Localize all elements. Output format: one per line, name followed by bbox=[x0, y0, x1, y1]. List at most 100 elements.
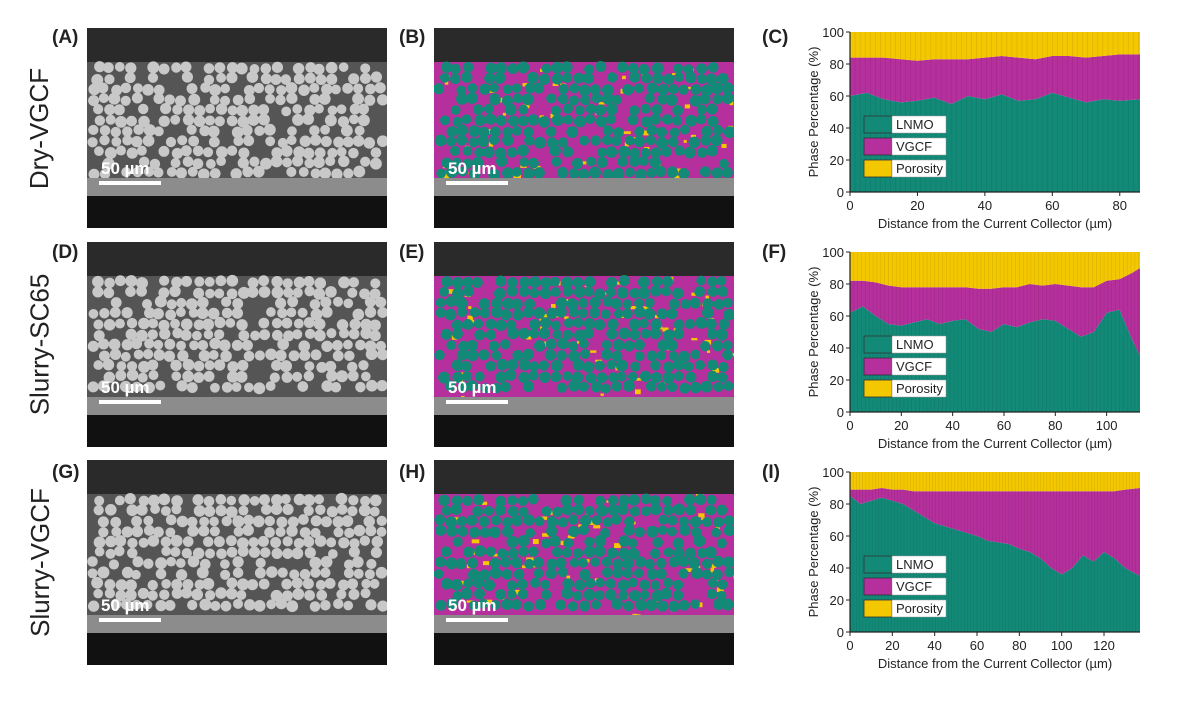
legend-swatch-lnmo bbox=[863, 335, 893, 354]
x-tick-label: 0 bbox=[846, 418, 853, 433]
y-tick-label: 0 bbox=[837, 185, 844, 200]
legend-swatch-porosity bbox=[863, 599, 893, 618]
x-tick-label: 20 bbox=[910, 198, 924, 213]
scale-bar-label: 50 µm bbox=[448, 378, 497, 397]
x-axis-label: Distance from the Current Collector (µm) bbox=[878, 216, 1112, 231]
legend-label-lnmo: LNMO bbox=[896, 557, 934, 572]
scale-bar-label: 50 µm bbox=[448, 596, 497, 615]
y-tick-label: 80 bbox=[830, 497, 844, 512]
legend-swatch-porosity bbox=[863, 159, 893, 178]
x-tick-label: 20 bbox=[885, 638, 899, 653]
segmented-image-h: 50 µm bbox=[434, 460, 734, 665]
legend-label-lnmo: LNMO bbox=[896, 117, 934, 132]
area-porosity bbox=[850, 32, 1140, 61]
area-vgcf bbox=[850, 268, 1140, 356]
y-tick-label: 20 bbox=[830, 373, 844, 388]
phase-chart-f: 0 20 40 60 80 100 0 20 40 60 80 100 Distance from th… bbox=[800, 242, 1140, 457]
area-vgcf bbox=[850, 488, 1140, 576]
y-tick-label: 40 bbox=[830, 341, 844, 356]
phase-chart-c: 0 20 40 60 80 100 0 20 40 60 80 Distance from the C… bbox=[800, 22, 1140, 237]
panel-letter-a: (A) bbox=[52, 27, 79, 48]
x-axis-label: Distance from the Current Collector (µm) bbox=[878, 436, 1112, 451]
sem-image-g: 50 µm bbox=[87, 460, 387, 665]
panel-letter-d: (D) bbox=[52, 242, 79, 263]
y-tick-label: 60 bbox=[830, 529, 844, 544]
y-tick-label: 100 bbox=[822, 465, 844, 480]
y-tick-label: 40 bbox=[830, 121, 844, 136]
legend-swatch-porosity bbox=[863, 379, 893, 398]
x-tick-label: 60 bbox=[1045, 198, 1059, 213]
y-tick-label: 60 bbox=[830, 309, 844, 324]
scale-bar bbox=[446, 181, 508, 185]
legend-swatch-lnmo bbox=[863, 115, 893, 134]
legend-swatch-vgcf bbox=[863, 577, 893, 596]
panel-letter-e: (E) bbox=[399, 242, 425, 263]
legend-label-vgcf: VGCF bbox=[896, 359, 932, 374]
x-tick-label: 40 bbox=[945, 418, 959, 433]
panel-letter-b: (B) bbox=[399, 27, 426, 48]
x-tick-label: 60 bbox=[970, 638, 984, 653]
x-tick-label: 80 bbox=[1048, 418, 1062, 433]
y-tick-label: 80 bbox=[830, 277, 844, 292]
x-tick-label: 40 bbox=[927, 638, 941, 653]
sem-image-d: 50 µm bbox=[87, 242, 387, 447]
segmented-image-b: 50 µm bbox=[434, 28, 734, 228]
legend-label-vgcf: VGCF bbox=[896, 579, 932, 594]
y-axis-label: Phase Percentage (%) bbox=[806, 47, 821, 178]
y-tick-label: 80 bbox=[830, 57, 844, 72]
legend-label-porosity: Porosity bbox=[896, 161, 943, 176]
legend-label-vgcf: VGCF bbox=[896, 139, 932, 154]
area-vgcf bbox=[850, 54, 1140, 104]
legend-label-porosity: Porosity bbox=[896, 601, 943, 616]
panel-letter-f: (F) bbox=[762, 242, 787, 263]
segmented-image-e: 50 µm bbox=[434, 242, 734, 447]
row-label-1: Dry-VGCF bbox=[24, 67, 55, 189]
y-tick-label: 20 bbox=[830, 593, 844, 608]
x-tick-label: 100 bbox=[1096, 418, 1118, 433]
legend-label-lnmo: LNMO bbox=[896, 337, 934, 352]
scale-bar bbox=[99, 400, 161, 404]
panel-letter-c: (C) bbox=[762, 27, 789, 48]
area-lnmo bbox=[850, 496, 1140, 632]
scale-bar bbox=[99, 618, 161, 622]
y-tick-label: 60 bbox=[830, 89, 844, 104]
scale-bar-label: 50 µm bbox=[101, 378, 150, 397]
y-tick-label: 0 bbox=[837, 625, 844, 640]
x-tick-label: 0 bbox=[846, 638, 853, 653]
scale-bar bbox=[446, 618, 508, 622]
area-porosity bbox=[850, 472, 1140, 492]
legend-label-porosity: Porosity bbox=[896, 381, 943, 396]
row-label-3: Slurry-VGCF bbox=[24, 488, 55, 637]
x-tick-label: 20 bbox=[894, 418, 908, 433]
panel-letter-g: (G) bbox=[52, 462, 80, 483]
scale-bar-label: 50 µm bbox=[448, 159, 497, 178]
scale-bar bbox=[99, 181, 161, 185]
legend-swatch-vgcf bbox=[863, 357, 893, 376]
x-tick-label: 100 bbox=[1051, 638, 1073, 653]
panel-letter-i: (I) bbox=[762, 462, 780, 483]
y-axis-label: Phase Percentage (%) bbox=[806, 267, 821, 398]
area-porosity bbox=[850, 252, 1140, 289]
panel-letter-h: (H) bbox=[399, 462, 426, 483]
sem-image-a: 50 µm bbox=[87, 28, 387, 228]
scale-bar-label: 50 µm bbox=[101, 596, 150, 615]
x-tick-label: 80 bbox=[1012, 638, 1026, 653]
y-tick-label: 40 bbox=[830, 561, 844, 576]
scale-bar-label: 50 µm bbox=[101, 159, 150, 178]
y-tick-label: 100 bbox=[822, 245, 844, 260]
x-tick-label: 60 bbox=[997, 418, 1011, 433]
legend-swatch-lnmo bbox=[863, 555, 893, 574]
y-tick-label: 100 bbox=[822, 25, 844, 40]
x-tick-label: 120 bbox=[1093, 638, 1115, 653]
y-axis-label: Phase Percentage (%) bbox=[806, 487, 821, 618]
y-tick-label: 0 bbox=[837, 405, 844, 420]
phase-chart-i: 0 20 40 60 80 100 0 20 40 60 80 100 120 Distance from… bbox=[800, 462, 1140, 677]
x-tick-label: 0 bbox=[846, 198, 853, 213]
y-tick-label: 20 bbox=[830, 153, 844, 168]
legend-swatch-vgcf bbox=[863, 137, 893, 156]
row-label-2: Slurry-SC65 bbox=[24, 273, 55, 416]
x-axis-label: Distance from the Current Collector (µm) bbox=[878, 656, 1112, 671]
x-tick-label: 80 bbox=[1113, 198, 1127, 213]
scale-bar bbox=[446, 400, 508, 404]
x-tick-label: 40 bbox=[978, 198, 992, 213]
